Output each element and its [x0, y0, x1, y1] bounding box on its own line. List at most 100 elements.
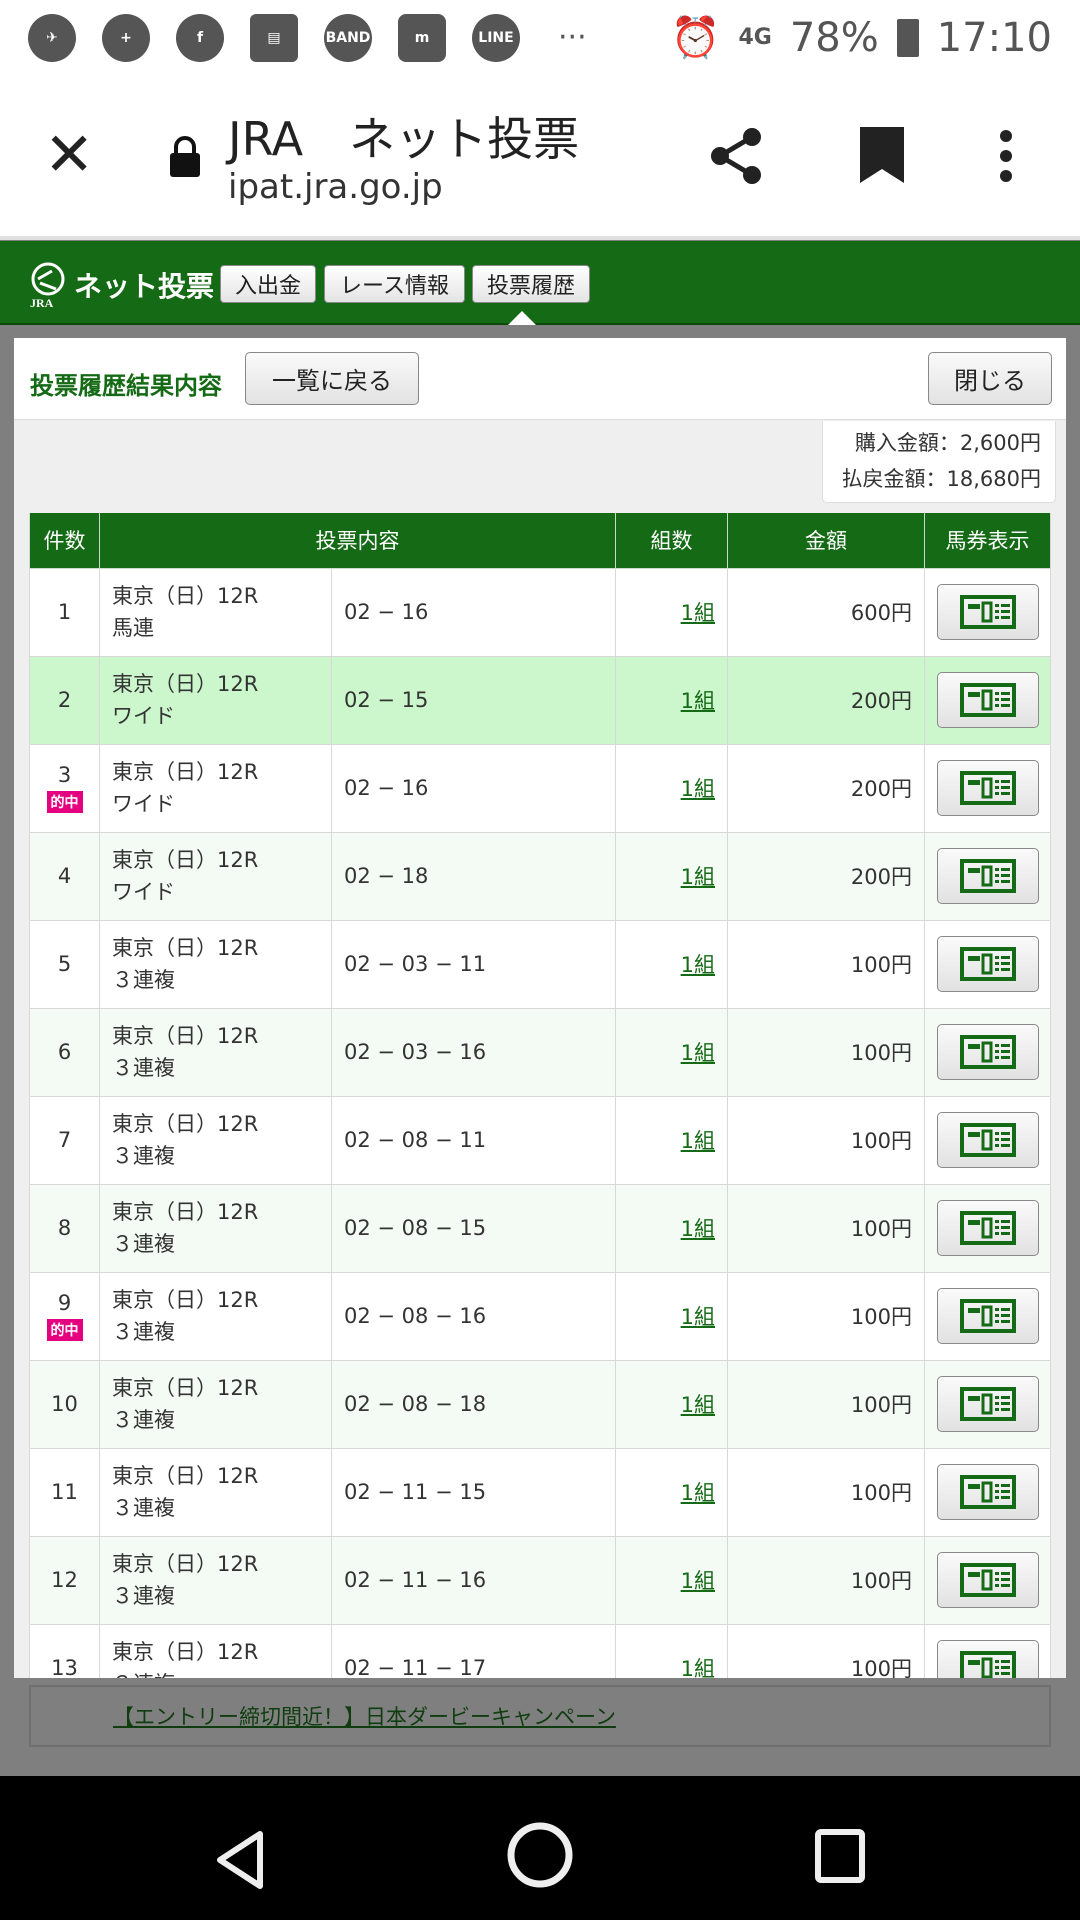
ticket-icon: [959, 683, 1016, 717]
more-notifications: ···: [558, 20, 587, 55]
close-tab-icon[interactable]: ✕: [44, 120, 95, 190]
row-number: 6: [29, 1007, 100, 1097]
nav-history-button[interactable]: 投票履歴: [472, 265, 590, 303]
row-number-text: 2: [57, 688, 72, 712]
ticket-cell: [924, 1535, 1051, 1625]
share-icon[interactable]: [708, 125, 766, 187]
amount-summary: 購入金額：2,600円 払戻金額：18,680円: [822, 421, 1056, 503]
count-link[interactable]: 1組: [680, 777, 715, 801]
hit-badge: 的中: [46, 791, 83, 813]
count-link[interactable]: 1組: [680, 1393, 715, 1417]
back-icon[interactable]: [214, 1830, 266, 1890]
modal-title: 投票履歴結果内容: [30, 372, 222, 400]
row-number: 7: [29, 1095, 100, 1185]
row-number: 2: [29, 655, 100, 745]
ticket-icon: [959, 771, 1016, 805]
count-link[interactable]: 1組: [680, 1569, 715, 1593]
show-ticket-button[interactable]: [936, 936, 1039, 992]
count-link[interactable]: 1組: [680, 1305, 715, 1329]
amount: 100円: [727, 1183, 925, 1273]
ticket-cell: [924, 919, 1051, 1009]
race-cell: 東京（日）12R ３連複: [99, 1271, 332, 1361]
show-ticket-button[interactable]: [936, 1552, 1039, 1608]
m-app-icon: m: [398, 13, 446, 62]
row-number-text: 7: [57, 1128, 72, 1152]
show-ticket-button[interactable]: [936, 1288, 1039, 1344]
ticket-cell: [924, 831, 1051, 921]
count-link[interactable]: 1組: [680, 1129, 715, 1153]
count-link[interactable]: 1組: [680, 953, 715, 977]
count-cell: 1組: [615, 567, 728, 657]
amount: 100円: [727, 919, 925, 1009]
show-ticket-button[interactable]: [936, 1464, 1039, 1520]
show-ticket-button[interactable]: [936, 672, 1039, 728]
race-cell: 東京（日）12R 馬連: [99, 567, 332, 657]
show-ticket-button[interactable]: [936, 760, 1039, 816]
table-row: 12 東京（日）12R ３連複 02 − 11 − 16 1組 100円: [29, 1535, 1051, 1625]
count-link[interactable]: 1組: [680, 1041, 715, 1065]
race-cell: 東京（日）12R ３連複: [99, 1535, 332, 1625]
combination: 02 − 15: [331, 655, 616, 745]
row-number: 10: [29, 1359, 100, 1449]
count-cell: 1組: [615, 655, 728, 745]
show-ticket-button[interactable]: [936, 1376, 1039, 1432]
nav-deposit-button[interactable]: 入出金: [220, 265, 316, 303]
combination: 02 − 16: [331, 743, 616, 833]
count-cell: 1組: [615, 1447, 728, 1537]
row-number-text: 12: [51, 1568, 78, 1592]
race-cell: 東京（日）12R ３連複: [99, 1007, 332, 1097]
col-count: 組数: [615, 513, 728, 569]
svg-text:JRA: JRA: [30, 296, 54, 309]
count-link[interactable]: 1組: [680, 865, 715, 889]
bet-type: ３連複: [112, 1408, 175, 1432]
race-cell: 東京（日）12R ワイド: [99, 655, 332, 745]
close-button[interactable]: 閉じる: [928, 352, 1052, 405]
amount: 100円: [727, 1623, 925, 1678]
logo-text: ネット投票: [74, 270, 215, 303]
count-link[interactable]: 1組: [680, 1657, 715, 1678]
campaign-link[interactable]: 【エントリー締切間近！】日本ダービーキャンペーン: [113, 1705, 616, 1729]
race-name: 東京（日）12R: [112, 1024, 259, 1048]
count-link[interactable]: 1組: [680, 1217, 715, 1241]
bet-type: ３連複: [112, 1144, 175, 1168]
telegram-icon: ✈: [28, 13, 76, 62]
row-number-text: 9: [57, 1291, 72, 1315]
show-ticket-button[interactable]: [936, 1200, 1039, 1256]
show-ticket-button[interactable]: [936, 1112, 1039, 1168]
bookmark-icon[interactable]: [860, 127, 904, 183]
recents-icon[interactable]: [814, 1828, 866, 1884]
jra-logo[interactable]: JRA ネット投票: [28, 261, 214, 309]
ticket-icon: [959, 1563, 1016, 1597]
table-row: 8 東京（日）12R ３連複 02 − 08 − 15 1組 100円: [29, 1183, 1051, 1273]
amount: 100円: [727, 1447, 925, 1537]
url-text[interactable]: ipat.jra.go.jp: [228, 167, 443, 207]
col-amount: 金額: [727, 513, 925, 569]
count-link[interactable]: 1組: [680, 689, 715, 713]
race-name: 東京（日）12R: [112, 1376, 259, 1400]
bet-type: ３連複: [112, 1320, 175, 1344]
ticket-icon: [959, 1651, 1016, 1678]
count-link[interactable]: 1組: [680, 1481, 715, 1505]
show-ticket-button[interactable]: [936, 1024, 1039, 1080]
row-number: 1: [29, 567, 100, 657]
count-link[interactable]: 1組: [680, 601, 715, 625]
show-ticket-button[interactable]: [936, 584, 1039, 640]
back-to-list-button[interactable]: 一覧に戻る: [245, 352, 419, 405]
count-cell: 1組: [615, 1623, 728, 1678]
table-row: 4 東京（日）12R ワイド 02 − 18 1組 200円: [29, 831, 1051, 921]
more-menu-icon[interactable]: [998, 130, 1014, 182]
nav-race-info-button[interactable]: レース情報: [324, 265, 465, 303]
show-ticket-button[interactable]: [936, 848, 1039, 904]
jra-horse-logo-icon: JRA: [30, 262, 65, 309]
row-number: 8: [29, 1183, 100, 1273]
app-icon: ▤: [250, 13, 298, 62]
table-row: 9 的中 東京（日）12R ３連複 02 − 08 − 16 1組 100円: [29, 1271, 1051, 1361]
battery-percent: 78%: [789, 14, 879, 61]
show-ticket-button[interactable]: [936, 1640, 1039, 1678]
row-number: 12: [29, 1535, 100, 1625]
bet-type: 馬連: [112, 616, 154, 640]
bet-type: ３連複: [112, 1232, 175, 1256]
home-icon[interactable]: [505, 1820, 575, 1890]
lock-icon: [170, 136, 200, 177]
table-row: 2 東京（日）12R ワイド 02 − 15 1組 200円: [29, 655, 1051, 745]
